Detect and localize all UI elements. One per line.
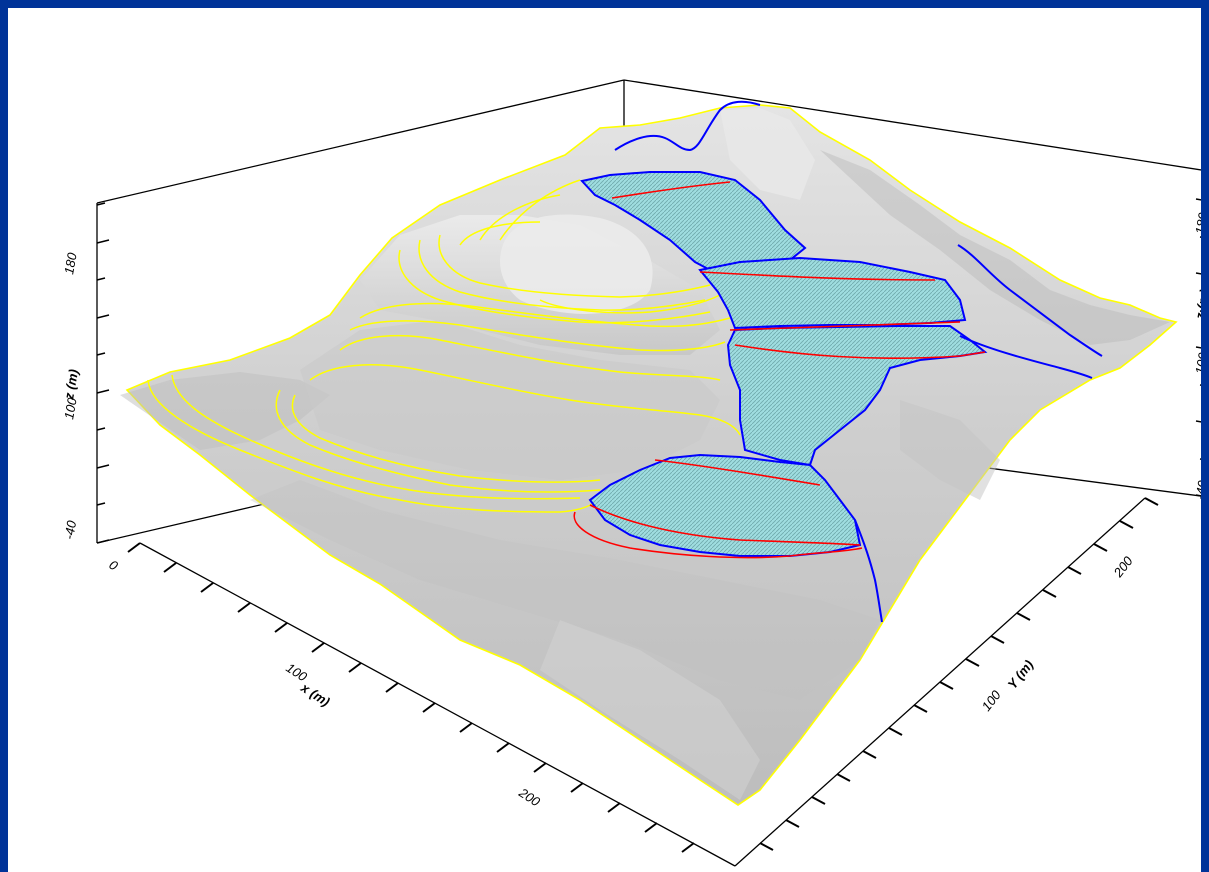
z-tick-label-left-low: -40 — [61, 519, 79, 541]
contour-lines — [147, 179, 741, 513]
y-tick-label-200: 200 — [1110, 553, 1136, 581]
y-axis-title: Y (m) — [1005, 657, 1037, 692]
z-tick-label-right-mid: 100 — [1192, 351, 1209, 376]
x-axis-ticks — [127, 542, 736, 867]
y-tick-label-100: 100 — [979, 687, 1005, 714]
stream-lines — [614, 100, 1103, 623]
z-axis-ticks-right — [1195, 198, 1201, 497]
pit-regions — [580, 171, 988, 557]
x-axis-title: x (m) — [298, 679, 333, 709]
x-tick-label-0: 0 — [106, 557, 121, 574]
z-axis-title-left: z (m) — [61, 368, 81, 401]
y-axis-ticks — [734, 497, 1159, 867]
z-axis-ticks-left — [96, 202, 110, 544]
x-tick-label-200: 200 — [516, 784, 544, 809]
z-tick-label-left-high: 180 — [61, 251, 80, 276]
pit-outlines — [573, 181, 986, 559]
z-tick-label-right-low: -40 — [1192, 479, 1209, 501]
z-tick-label-left-mid: 100 — [61, 396, 80, 421]
z-tick-label-right-high: 180 — [1192, 211, 1209, 236]
z-axis-title-right: z (m) — [1192, 288, 1209, 321]
